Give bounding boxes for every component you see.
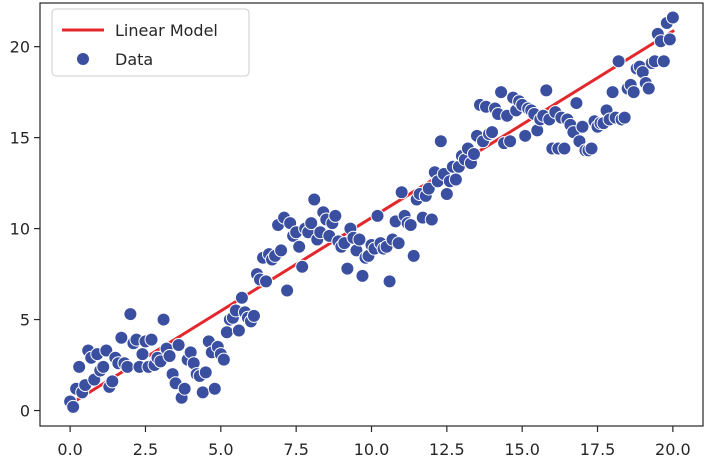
y-tick-label: 0 xyxy=(20,402,30,421)
data-point xyxy=(207,381,222,396)
data-point xyxy=(569,96,584,111)
data-point xyxy=(216,352,231,367)
data-point xyxy=(144,332,159,347)
data-point xyxy=(466,147,481,162)
data-point xyxy=(641,81,656,96)
data-point xyxy=(406,248,421,263)
data-point xyxy=(626,85,641,100)
data-point xyxy=(503,134,518,149)
plot-area xyxy=(63,10,680,414)
data-point xyxy=(66,399,81,414)
data-point xyxy=(135,347,150,362)
y-tick-label: 15 xyxy=(10,129,30,148)
data-point xyxy=(304,216,319,231)
legend-point-swatch xyxy=(76,52,90,66)
data-point xyxy=(231,323,246,338)
x-tick-label: 7.5 xyxy=(283,440,308,459)
data-point xyxy=(403,217,418,232)
data-point xyxy=(433,134,448,149)
data-point xyxy=(424,212,439,227)
y-axis: 0 5 10 15 20 xyxy=(10,38,40,421)
data-point xyxy=(494,85,509,100)
data-point xyxy=(280,283,295,298)
data-point xyxy=(120,359,135,374)
x-tick-label: 20.0 xyxy=(655,440,691,459)
x-tick-label: 17.5 xyxy=(580,440,616,459)
data-point xyxy=(105,374,120,389)
data-point xyxy=(394,185,409,200)
x-tick-label: 15.0 xyxy=(504,440,540,459)
data-point xyxy=(382,274,397,289)
data-point xyxy=(123,307,138,322)
data-points xyxy=(63,10,680,414)
x-tick-label: 10.0 xyxy=(354,440,390,459)
data-point xyxy=(352,232,367,247)
y-tick-label: 10 xyxy=(10,220,30,239)
legend-label-data: Data xyxy=(115,50,153,69)
data-point xyxy=(611,54,626,69)
data-point xyxy=(439,187,454,202)
data-point xyxy=(662,32,677,47)
x-axis: 0.0 2.5 5.0 7.5 10.0 12.5 15.0 17.5 20.0 xyxy=(57,426,691,459)
data-point xyxy=(96,359,111,374)
x-tick-label: 5.0 xyxy=(208,440,233,459)
data-point xyxy=(328,208,343,223)
x-tick-label: 12.5 xyxy=(429,440,465,459)
data-point xyxy=(539,83,554,98)
data-point xyxy=(575,119,590,134)
data-point xyxy=(557,141,572,156)
y-tick-label: 5 xyxy=(20,311,30,330)
data-point xyxy=(292,239,307,254)
data-point xyxy=(156,312,171,327)
data-point xyxy=(274,243,289,258)
data-point xyxy=(370,208,385,223)
data-point xyxy=(177,381,192,396)
data-point xyxy=(421,181,436,196)
y-tick-label: 20 xyxy=(10,38,30,57)
data-point xyxy=(162,348,177,363)
data-point xyxy=(605,85,620,100)
legend-box xyxy=(51,8,250,77)
data-point xyxy=(307,192,322,207)
data-point xyxy=(485,125,500,140)
data-point xyxy=(355,268,370,283)
data-point xyxy=(391,236,406,251)
legend-label-linear-model: Linear Model xyxy=(115,21,218,40)
data-point xyxy=(72,359,87,374)
data-point xyxy=(656,54,671,69)
data-point xyxy=(246,308,261,323)
data-point xyxy=(234,290,249,305)
x-tick-label: 0.0 xyxy=(57,440,82,459)
data-point xyxy=(617,110,632,125)
data-point xyxy=(114,330,129,345)
data-point xyxy=(198,365,213,380)
data-point xyxy=(448,172,463,187)
data-point xyxy=(665,10,680,25)
data-point xyxy=(518,128,533,143)
data-point xyxy=(295,259,310,274)
data-point xyxy=(195,385,210,400)
x-tick-label: 2.5 xyxy=(133,440,158,459)
data-point xyxy=(219,325,234,340)
data-point xyxy=(340,261,355,276)
data-point xyxy=(99,343,114,358)
data-point xyxy=(259,274,274,289)
data-point xyxy=(584,141,599,156)
legend: Linear Model Data xyxy=(51,8,250,77)
data-point xyxy=(171,338,186,353)
